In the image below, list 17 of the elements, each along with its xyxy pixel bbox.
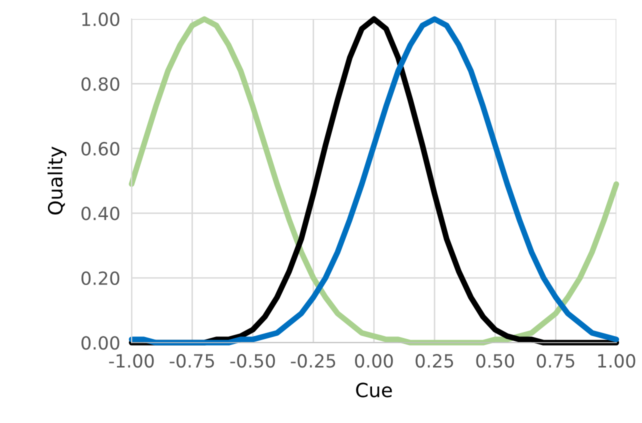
x-tick-label: 0.00	[355, 354, 393, 368]
x-tick-label: -0.75	[170, 354, 214, 368]
y-tick-label: 1.00	[82, 12, 120, 26]
y-tick-label: 0.40	[81, 206, 120, 220]
x-tick-label: -0.50	[230, 354, 275, 368]
x-axis-title: Cue	[356, 382, 392, 398]
x-tick-label: 0.50	[476, 354, 514, 368]
y-tick-label: 0.20	[81, 271, 120, 286]
x-tick-label: 1.00	[598, 354, 636, 368]
y-tick-label: 0.00	[81, 336, 120, 350]
x-tick-label: -0.25	[290, 354, 336, 368]
y-tick-label: 0.80	[81, 77, 120, 91]
x-tick-label: -1.00	[109, 354, 154, 368]
y-tick-label: 0.60	[81, 142, 120, 156]
x-tick-label: 0.75	[536, 354, 574, 368]
x-tick-label: 0.25	[416, 354, 454, 368]
y-axis-title: Quality	[48, 146, 66, 214]
